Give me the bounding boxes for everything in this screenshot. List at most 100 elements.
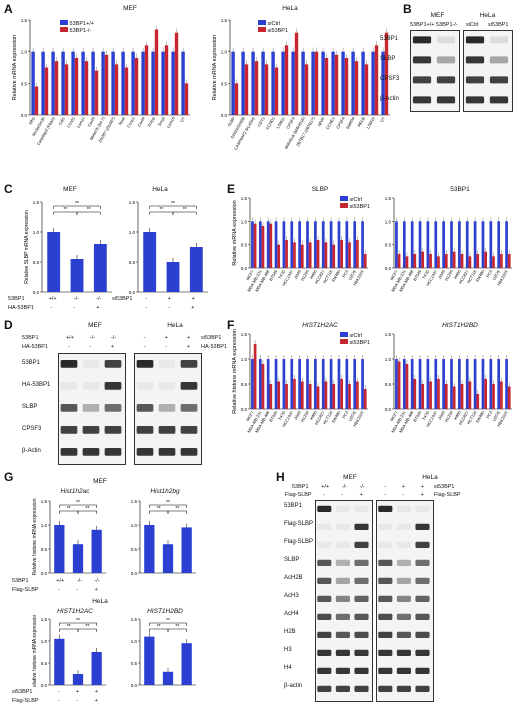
d-cond1-label: 53BP1 <box>22 335 39 341</box>
blot-band <box>489 76 509 84</box>
h-row-label: H3 <box>284 647 292 653</box>
x-tick-label: CCND1 <box>265 115 277 130</box>
bar <box>473 221 477 268</box>
x-tick-label: H460 <box>309 268 318 279</box>
x-tick-label: LSM10 <box>365 115 376 129</box>
bar <box>426 359 430 409</box>
bar <box>251 51 255 115</box>
bar <box>405 364 409 409</box>
blot-band <box>354 685 369 693</box>
blot-band <box>317 505 332 513</box>
bar <box>314 51 319 115</box>
blot-band <box>335 667 350 675</box>
cond-val: - <box>165 344 168 350</box>
sig-label: ** <box>67 506 71 512</box>
bar <box>284 45 289 115</box>
d-bands <box>60 360 198 456</box>
h-row-label: AcH3 <box>284 593 299 599</box>
y-tick-label: 1.5 <box>131 499 138 504</box>
y-tick-label: 0.0 <box>129 290 136 294</box>
blot-band <box>396 685 411 693</box>
y-tick-label: 1.0 <box>385 357 392 362</box>
bar <box>274 221 278 268</box>
x-tick-label: H460 <box>453 268 462 279</box>
bar <box>340 240 343 268</box>
x-tick-label: MCF7 <box>389 409 399 422</box>
bar <box>290 359 294 409</box>
g-hela-row1-label: si53BP1 <box>12 689 33 695</box>
cond-val: +/+ <box>65 335 74 341</box>
cond-val: + <box>187 335 191 341</box>
sig-label: ** <box>85 506 89 512</box>
x-tick-label: CDT1 <box>256 115 266 127</box>
x-tick-label: U7 <box>379 115 386 123</box>
blot-band <box>180 360 198 368</box>
bar <box>84 61 89 115</box>
g-hela-row2: - - + <box>50 698 106 704</box>
sig-label: ** <box>159 207 163 213</box>
blot-band <box>378 595 393 603</box>
bar <box>72 674 84 685</box>
bar <box>444 254 448 268</box>
bar <box>324 381 328 409</box>
cond-val: + <box>96 305 100 311</box>
panel-label-d: D <box>4 318 13 332</box>
bar <box>345 359 349 409</box>
blot-band <box>415 667 430 675</box>
bar <box>442 221 445 268</box>
blot-band <box>136 382 154 390</box>
blot-band <box>60 404 78 412</box>
bar <box>72 544 84 573</box>
y-tick-label: 1.0 <box>241 219 248 224</box>
bar <box>476 254 480 268</box>
bar <box>450 359 453 409</box>
bar <box>437 379 440 409</box>
bar <box>465 221 469 268</box>
y-tick-label: 0.0 <box>385 407 392 412</box>
h-hela-c1: - + + <box>376 484 432 490</box>
blot-band <box>354 649 369 657</box>
x-tick-label: T47D <box>421 410 430 421</box>
blot-band <box>82 448 100 456</box>
y-axis-label: Relative histone mRNA expression <box>232 329 238 414</box>
bar <box>316 240 320 268</box>
y-tick-label: 1.5 <box>131 617 138 622</box>
blot-band <box>415 523 430 531</box>
y-tick-label: 1.5 <box>385 332 392 337</box>
bar <box>363 389 367 409</box>
blot-band <box>317 541 332 549</box>
blot-band <box>354 523 369 531</box>
bar <box>492 384 495 409</box>
a-mef-title: MEF <box>123 5 137 12</box>
bar <box>402 359 406 409</box>
cond-val: - <box>76 698 79 704</box>
x-tick-label: CPSF3 <box>285 115 296 129</box>
bar <box>332 244 336 268</box>
y-tick-label: 1.5 <box>41 499 48 504</box>
bar <box>293 242 296 268</box>
bar <box>434 359 438 409</box>
bar <box>497 359 501 409</box>
panel-f-charts: 0.00.51.01.5MCF7MDA-MB-231MDA-MB-468BT54… <box>232 329 512 433</box>
bar <box>437 256 440 268</box>
x-tick-label: PC3 <box>341 409 350 419</box>
bar <box>344 58 349 115</box>
bar <box>381 51 385 115</box>
bar <box>141 51 145 115</box>
bar <box>174 32 179 115</box>
panel-label-e: E <box>227 182 236 196</box>
x-tick-label: H1299 <box>300 268 311 281</box>
d-row-label: HA-53BP1 <box>22 382 51 388</box>
bar <box>405 256 409 268</box>
blot-band <box>82 404 100 412</box>
chart-c-hela: 0.0 0.5 1.0 1.5 ** ** ** <box>129 200 208 294</box>
bar <box>505 221 508 268</box>
d-hela-c1: - + + <box>134 335 200 341</box>
g-gene-2: Hist1h2bg <box>150 488 180 495</box>
bar <box>251 221 254 268</box>
x-tick-label: SW480 <box>330 409 341 424</box>
blot-band <box>354 667 369 675</box>
e-title-53bp1: 53BP1 <box>450 186 470 193</box>
panel-label-c: C <box>4 182 13 196</box>
